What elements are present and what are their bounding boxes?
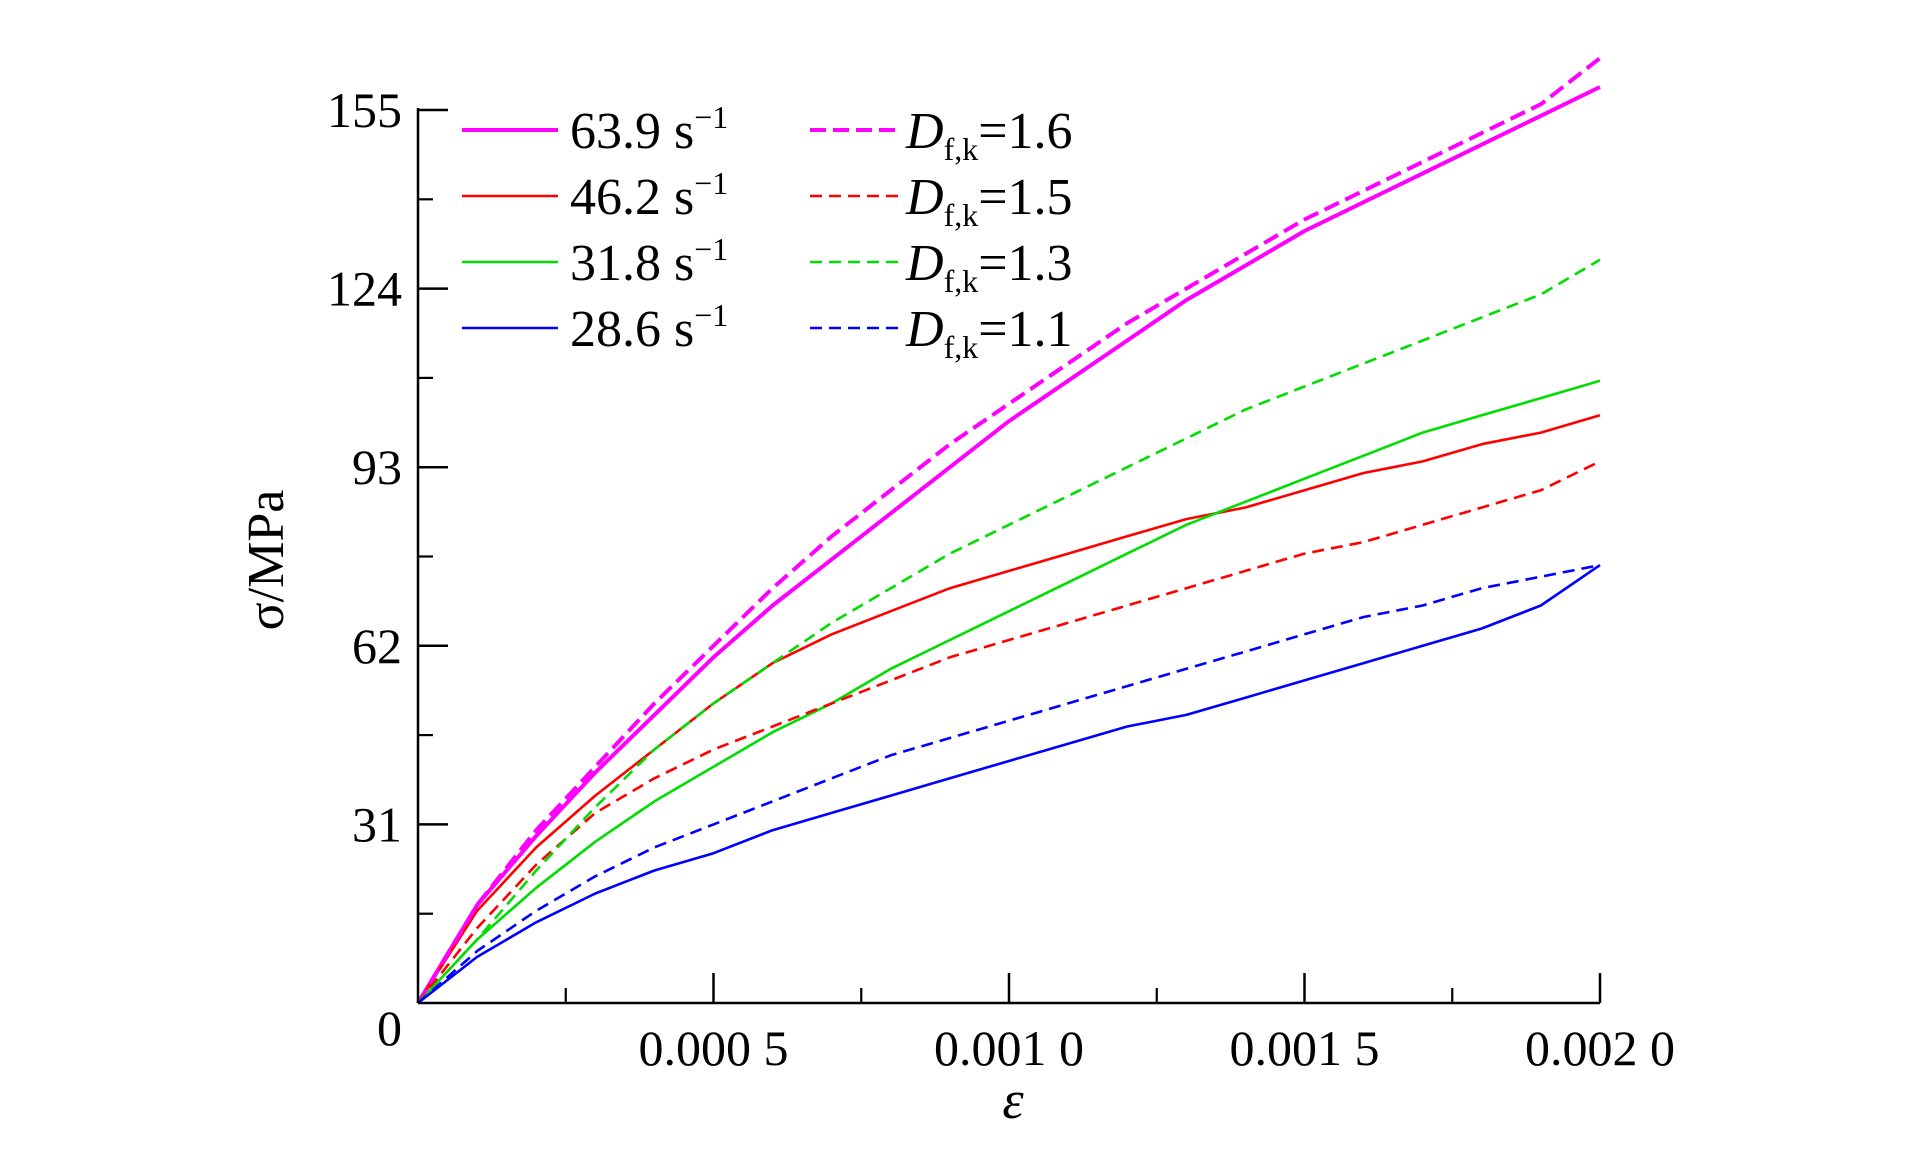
y-tick-label-5: 124 (327, 261, 402, 317)
legend-label-4: 28.6 s−1 (570, 297, 728, 358)
series-line-6 (416, 460, 1601, 1004)
y-tick-label-1: 0 (377, 1000, 402, 1056)
series-line-1 (416, 85, 1601, 1005)
legend-label-2: 46.2 s−1 (570, 165, 728, 226)
series-line-5 (416, 56, 1602, 1005)
legend-label-1: 63.9 s−1 (570, 99, 728, 160)
legend: 63.9 s−146.2 s−131.8 s−128.6 s−1 Df,k=1.6… (462, 99, 1073, 365)
legend-label-7: Df,k=1.3 (905, 235, 1073, 299)
legend-label-5: Df,k=1.6 (905, 103, 1073, 167)
x-tick-label-3: 0.001 5 (1230, 1020, 1380, 1076)
series-line-2 (416, 414, 1601, 1004)
x-tick-label-2: 0.001 0 (934, 1020, 1084, 1076)
x-tick-label-1: 0.000 5 (639, 1020, 789, 1076)
axes-layer: 0.000 5 0.001 0 0.001 5 0.002 0 0 31 62 93 124 15… (327, 82, 1675, 1076)
series-line-4 (417, 564, 1601, 1005)
series-line-8 (417, 563, 1601, 1004)
y-tick-label-2: 31 (352, 796, 402, 852)
y-axis-label: σ/MPa (238, 490, 295, 631)
legend-label-8: Df,k=1.1 (905, 301, 1073, 365)
legend-label-6: Df,k=1.5 (905, 169, 1073, 233)
series-layer (416, 56, 1602, 1005)
series-line-7 (417, 258, 1601, 1004)
legend-label-3: 31.8 s−1 (570, 231, 728, 292)
y-tick-label-4: 93 (352, 439, 402, 495)
x-tick-label-4: 0.002 0 (1525, 1020, 1675, 1076)
series-line-3 (417, 379, 1601, 1004)
x-axis-label: ε (1002, 1070, 1024, 1130)
y-tick-label-3: 62 (352, 618, 402, 674)
y-tick-label-6: 155 (327, 82, 402, 138)
